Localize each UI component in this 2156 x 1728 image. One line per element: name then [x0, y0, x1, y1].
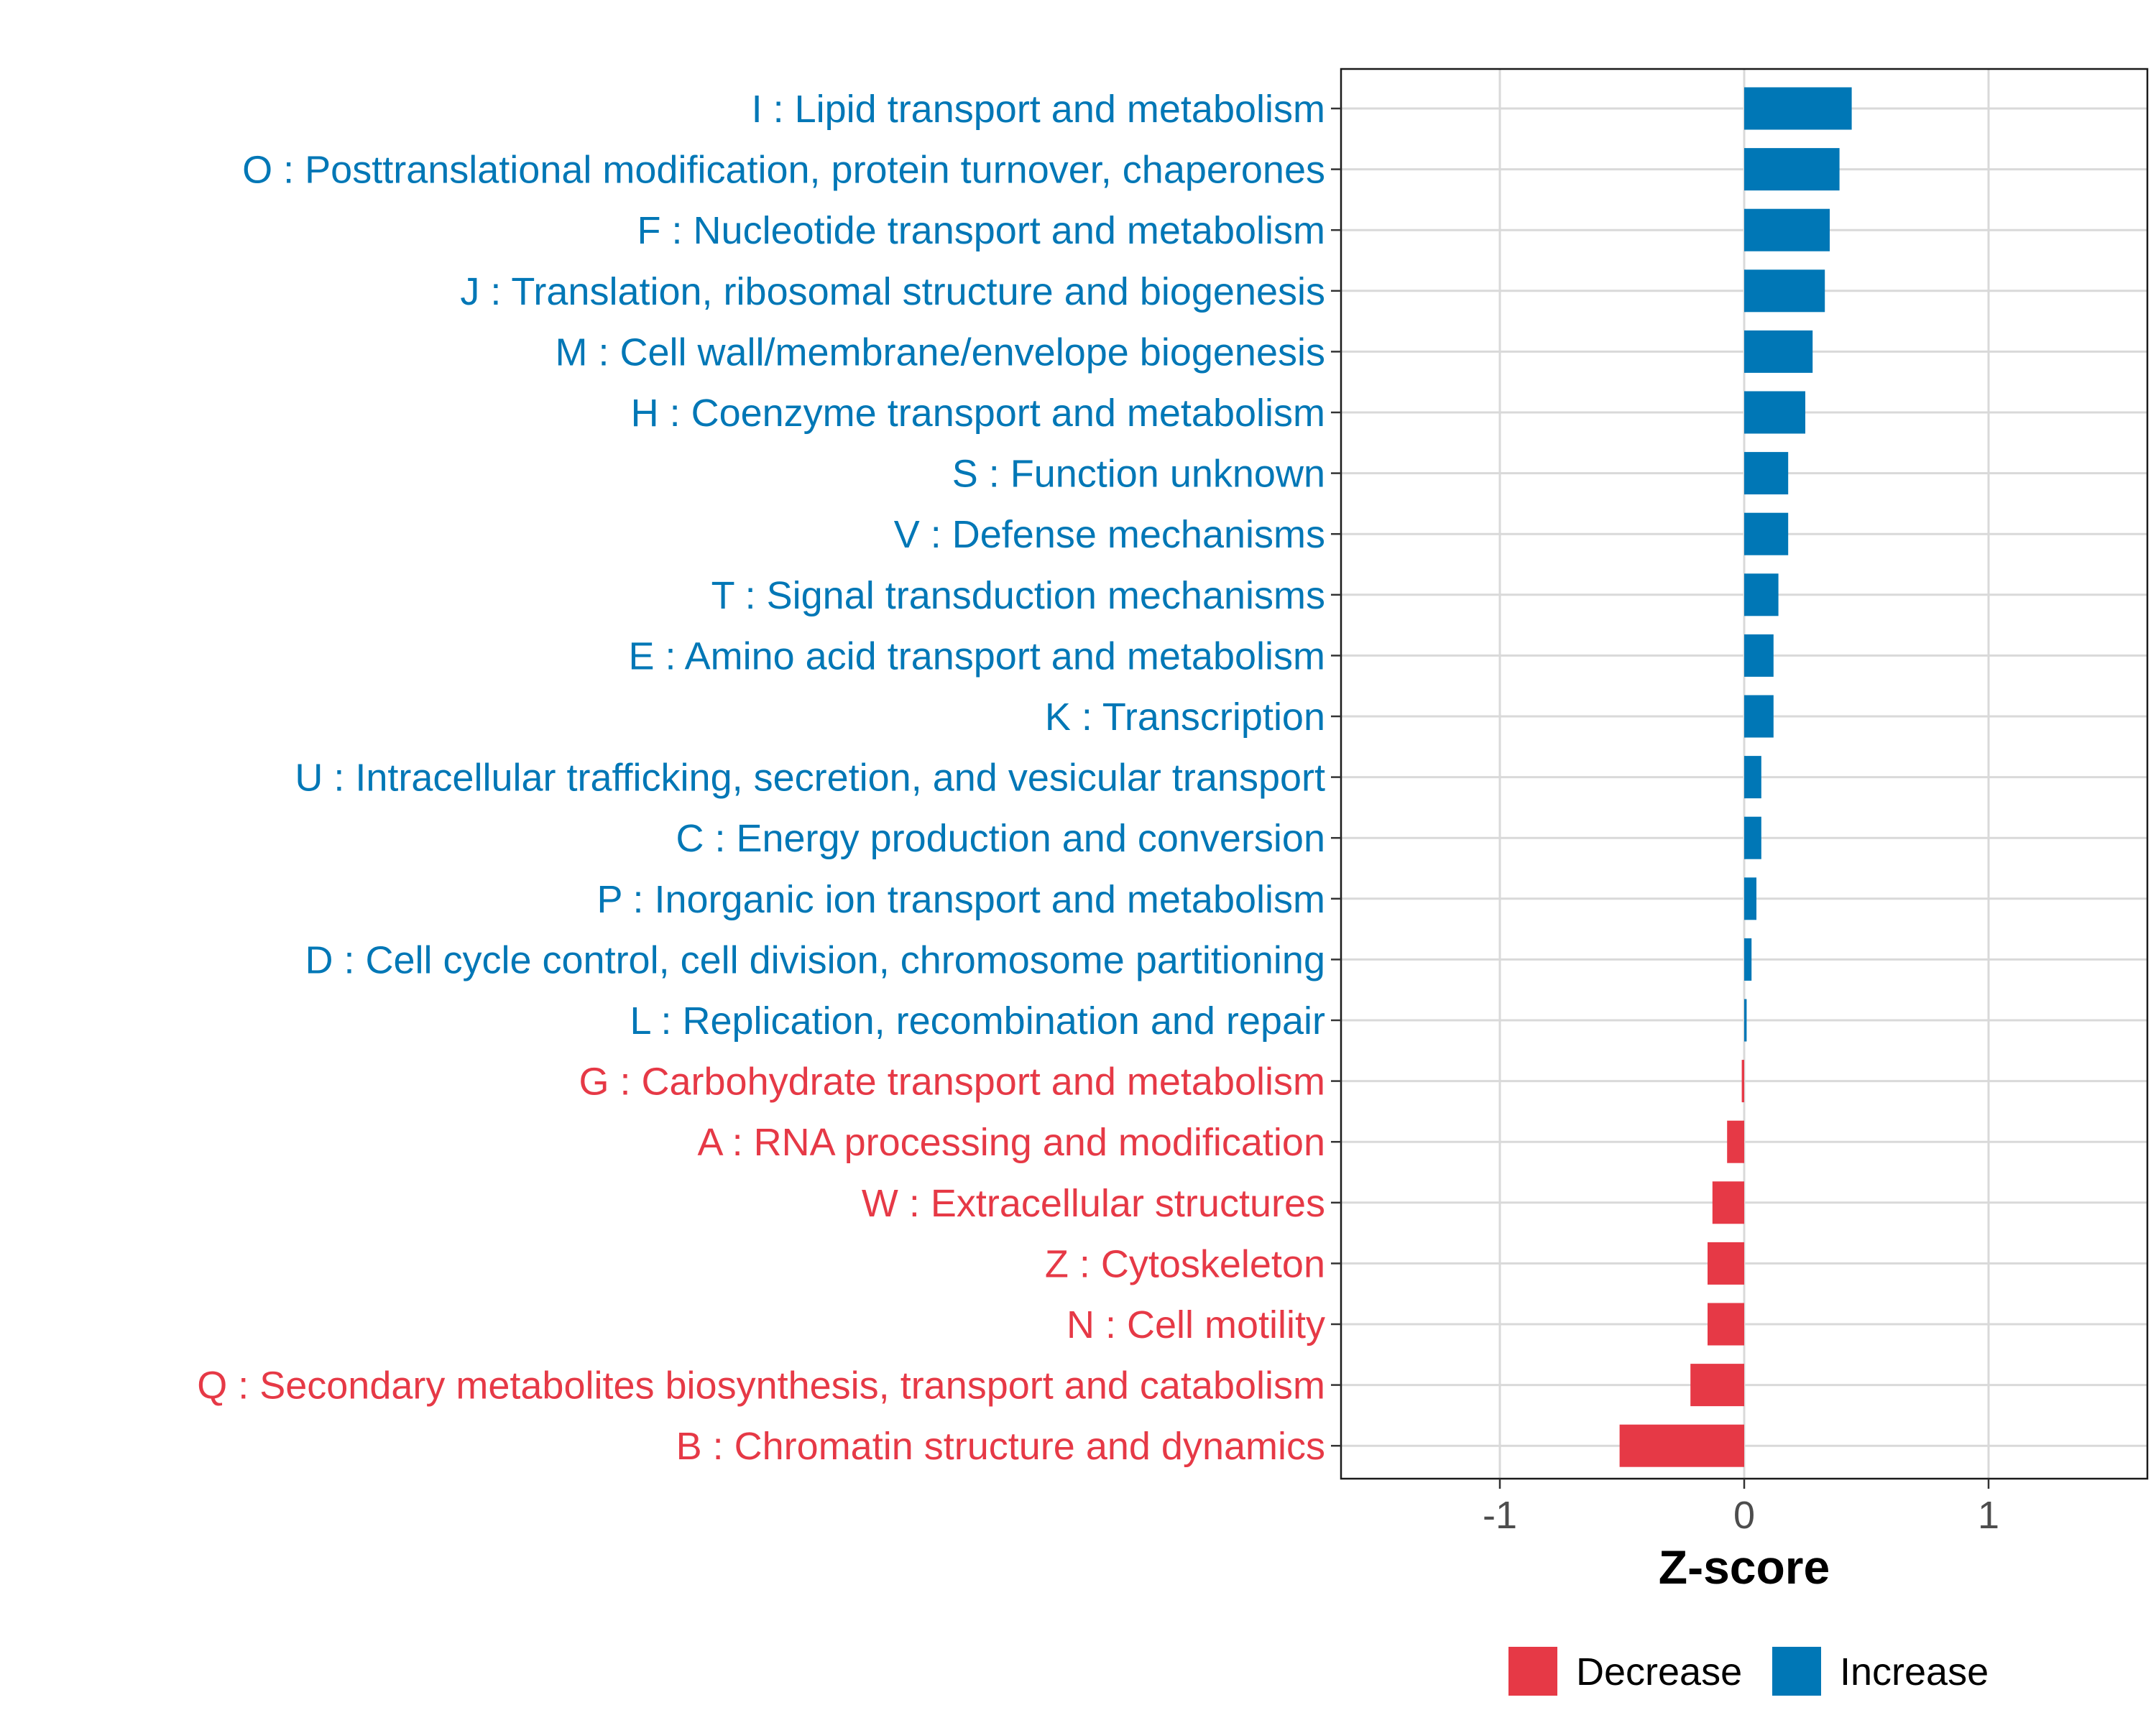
bar — [1744, 573, 1779, 616]
y-tick-label: W : Extracellular structures — [862, 1182, 1325, 1225]
y-tick-label: T : Signal transduction mechanisms — [711, 574, 1325, 617]
legend-key — [1508, 1647, 1557, 1696]
bar — [1744, 330, 1813, 373]
bar — [1708, 1242, 1744, 1285]
bar — [1619, 1424, 1744, 1467]
bar — [1744, 695, 1774, 738]
legend-key — [1772, 1647, 1821, 1696]
y-tick-label: V : Defense mechanisms — [894, 513, 1325, 556]
bar — [1690, 1364, 1744, 1407]
y-tick-label: H : Coenzyme transport and metabolism — [631, 392, 1325, 435]
y-tick-label: C : Energy production and conversion — [676, 817, 1325, 860]
y-tick-label: B : Chromatin structure and dynamics — [676, 1425, 1325, 1468]
y-tick-label: P : Inorganic ion transport and metaboli… — [596, 878, 1325, 921]
bar — [1744, 816, 1761, 859]
bar — [1744, 452, 1789, 495]
bar — [1744, 999, 1747, 1042]
bar — [1744, 877, 1756, 920]
y-tick-label: S : Function unknown — [952, 453, 1325, 496]
y-tick-label: A : RNA processing and modification — [698, 1121, 1325, 1164]
bar — [1727, 1120, 1744, 1163]
y-tick-label: U : Intracellular trafficking, secretion… — [295, 757, 1325, 800]
y-tick-label: Z : Cytoskeleton — [1045, 1242, 1325, 1285]
y-tick-label: I : Lipid transport and metabolism — [752, 88, 1325, 131]
bar — [1744, 269, 1825, 313]
x-tick-label: -1 — [1483, 1494, 1517, 1537]
x-axis-title: Z-score — [1659, 1540, 1830, 1594]
legend-label: Decrease — [1576, 1650, 1742, 1694]
y-tick-label: Q : Secondary metabolites biosynthesis, … — [197, 1364, 1325, 1408]
x-tick-label: 0 — [1733, 1494, 1755, 1537]
y-tick-label: J : Translation, ribosomal structure and… — [460, 270, 1325, 313]
y-tick-label: K : Transcription — [1045, 696, 1325, 739]
y-tick-label: F : Nucleotide transport and metabolism — [637, 209, 1325, 252]
y-tick-label: M : Cell wall/membrane/envelope biogenes… — [555, 331, 1325, 374]
bar — [1744, 512, 1789, 555]
bar — [1741, 1060, 1744, 1103]
bar — [1744, 208, 1830, 251]
bar — [1744, 148, 1840, 191]
y-tick-label: L : Replication, recombination and repai… — [630, 999, 1325, 1043]
y-tick-label: O : Posttranslational modification, prot… — [242, 149, 1325, 192]
x-tick-label: 1 — [1978, 1494, 1999, 1537]
y-tick-label: E : Amino acid transport and metabolism — [629, 634, 1325, 678]
bar — [1744, 87, 1852, 130]
bar — [1744, 938, 1752, 981]
bar — [1708, 1303, 1744, 1346]
y-tick-label: D : Cell cycle control, cell division, c… — [305, 938, 1325, 981]
bar — [1712, 1181, 1744, 1224]
y-tick-label: N : Cell motility — [1067, 1303, 1325, 1346]
bar — [1744, 391, 1805, 434]
legend-label: Increase — [1840, 1650, 1989, 1694]
bar — [1744, 634, 1774, 677]
bar — [1744, 756, 1761, 799]
y-tick-label: G : Carbohydrate transport and metabolis… — [579, 1061, 1326, 1104]
